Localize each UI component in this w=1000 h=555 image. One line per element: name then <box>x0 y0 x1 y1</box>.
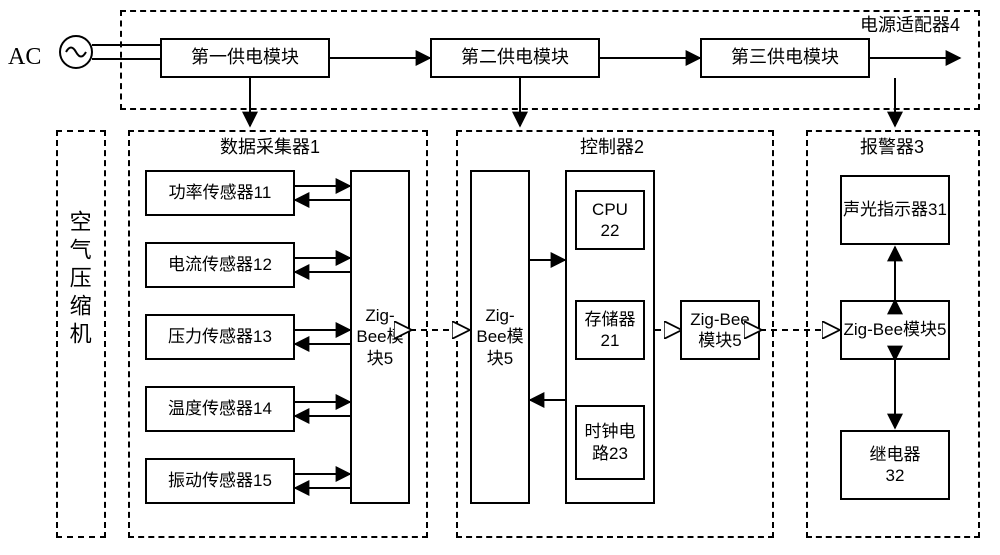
power-module-1: 第一供电模块 <box>160 38 330 78</box>
sensor-vibration: 振动传感器15 <box>145 458 295 504</box>
relay-box: 继电器 32 <box>840 430 950 500</box>
controller-zigbee-out: Zig-Bee模块5 <box>680 300 760 360</box>
power-module-2: 第二供电模块 <box>430 38 600 78</box>
alarm-title: 报警器3 <box>860 136 924 159</box>
collector-zigbee: Zig-Bee模块5 <box>350 170 410 504</box>
sensor-temp: 温度传感器14 <box>145 386 295 432</box>
ac-label: AC <box>8 42 41 73</box>
clock-box: 时钟电路23 <box>575 405 645 480</box>
sensor-power: 功率传感器11 <box>145 170 295 216</box>
cpu-box: CPU 22 <box>575 190 645 250</box>
alarm-zigbee: Zig-Bee模块5 <box>840 300 950 360</box>
indicator-box: 声光指示器31 <box>840 175 950 245</box>
controller-title: 控制器2 <box>580 136 644 159</box>
controller-zigbee-in: Zig-Bee模块5 <box>470 170 530 504</box>
power-module-3: 第三供电模块 <box>700 38 870 78</box>
sensor-current: 电流传感器12 <box>145 242 295 288</box>
compressor-label: 空气压缩机 <box>64 210 93 350</box>
memory-box: 存储器21 <box>575 300 645 360</box>
sensor-pressure: 压力传感器13 <box>145 314 295 360</box>
data-collector-title: 数据采集器1 <box>220 136 320 159</box>
power-adapter-title: 电源适配器4 <box>860 14 960 37</box>
